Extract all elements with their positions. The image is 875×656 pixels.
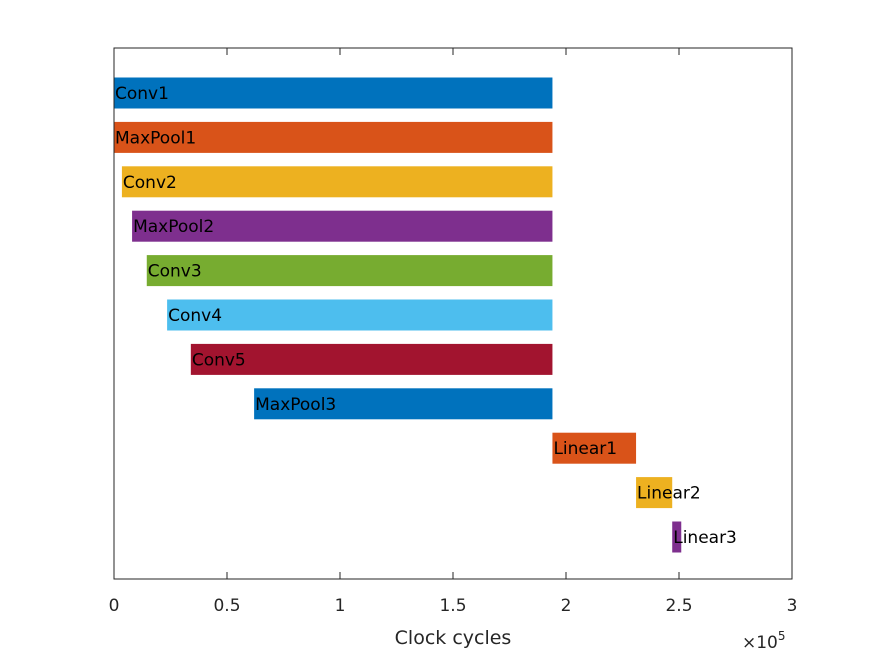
x-tick-label: 0 (109, 596, 120, 616)
x-tick-label: 3 (787, 596, 798, 616)
bar-conv4 (167, 299, 553, 331)
x-tick-label: 2 (561, 596, 572, 616)
bar-label-conv1: Conv1 (115, 84, 169, 104)
bar-label-conv5: Conv5 (192, 350, 246, 370)
bar-linear1 (552, 432, 637, 464)
x-axis-ticks: 0 0.5 1 1.5 2 2.5 3 (109, 48, 798, 616)
bar-label-linear1: Linear1 (553, 439, 617, 459)
x-tick-label: 1 (335, 596, 346, 616)
bar-linear3 (672, 521, 682, 553)
bars-layer (114, 77, 682, 553)
bar-linear2 (636, 477, 673, 509)
bar-label-linear3: Linear3 (673, 528, 737, 548)
bar-maxpool2 (132, 210, 553, 242)
bar-maxpool1 (114, 121, 553, 153)
bar-conv2 (121, 166, 553, 198)
bar-label-maxpool3: MaxPool3 (255, 395, 336, 415)
bar-label-conv3: Conv3 (148, 262, 202, 282)
bar-label-conv2: Conv2 (123, 173, 177, 193)
bar-labels-layer: Conv1 MaxPool1 Conv2 MaxPool2 Conv3 Conv4 Conv… (115, 84, 737, 548)
bar-conv3 (146, 255, 553, 287)
x-tick-label: 1.5 (439, 596, 466, 616)
bar-conv1 (114, 77, 553, 109)
bar-label-maxpool2: MaxPool2 (133, 217, 214, 237)
x-tick-label: 2.5 (665, 596, 692, 616)
x-tick-label: 0.5 (213, 596, 240, 616)
bar-label-linear2: Linear2 (637, 484, 701, 504)
x-axis-title: Clock cycles (395, 627, 512, 649)
bar-label-conv4: Conv4 (168, 306, 222, 326)
x-axis-exponent: ×105 (742, 629, 786, 653)
x-axis-exponent-power: 5 (778, 629, 786, 643)
bar-label-maxpool1: MaxPool1 (115, 128, 196, 148)
bar-maxpool3 (254, 388, 553, 420)
x-axis-exponent-base: ×10 (742, 633, 778, 653)
bar-conv5 (190, 343, 553, 375)
